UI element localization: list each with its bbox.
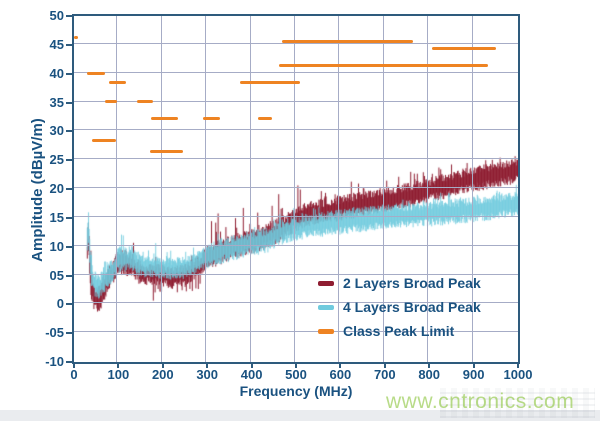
watermark-text: www.cntronics.com [386,390,575,413]
class-peak-limit-segment [109,80,126,84]
y-tick-label: -05 [45,325,64,341]
gridline-horizontal [74,158,518,160]
y-tick-label: 15 [49,209,64,225]
y-axis-tick [66,303,72,306]
x-tick-label: 600 [329,367,352,382]
gridline-horizontal [74,71,518,73]
class-peak-limit-segment [257,116,273,120]
x-axis-tick [117,364,120,368]
x-axis-tick [206,364,209,368]
y-axis-tick [66,15,72,17]
gridline-vertical [116,16,118,362]
gridline-horizontal [74,42,518,44]
y-axis-tick [66,332,72,335]
legend-swatch-2-layers [318,280,334,286]
x-axis-tick [295,364,297,368]
y-axis-tick [66,159,72,162]
x-tick-label: 400 [240,367,263,382]
x-axis-tick [161,364,164,368]
class-peak-limit-segment [91,139,117,143]
y-tick-label: 35 [49,94,64,110]
class-peak-limit-segment [149,150,183,154]
y-tick-label: 05 [49,267,64,283]
legend-label-2-layers: 2 Layers Broad Peak [343,275,481,291]
y-tick-label: 40 [49,65,64,81]
class-peak-limit-segment [150,116,178,120]
y-tick-label: 50 [49,8,64,23]
y-axis-tick [66,130,72,133]
x-axis-tick [517,364,519,368]
x-tick-label: 900 [462,367,485,382]
gridline-vertical [249,16,251,362]
y-tick-label: 10 [49,238,64,254]
class-peak-limit-segment [105,99,118,103]
legend-label-4-layers: 4 Layers Broad Peak [343,299,481,315]
x-tick-label: 100 [107,367,130,382]
x-tick-label: 700 [373,367,396,382]
y-axis-tick [66,274,72,277]
class-peak-limit-segment [202,116,221,120]
x-tick-label: 500 [285,367,307,382]
gridline-horizontal [74,129,518,131]
y-axis-tick [66,216,72,219]
x-tick-label: 800 [418,367,441,382]
gridline-vertical [294,16,295,362]
x-axis-title: Frequency (MHz) [239,383,353,399]
gridline-horizontal [74,215,518,217]
x-axis-tick [73,364,75,368]
gridline-horizontal [74,331,518,333]
class-peak-limit-segment [431,47,496,51]
class-peak-limit-segment [87,72,106,76]
plot-area [72,14,520,364]
class-peak-limit-segment [279,64,488,68]
y-axis-tick [66,245,72,248]
y-tick-label: 45 [49,36,64,52]
gridline-horizontal [74,187,518,188]
gridline-vertical [338,16,340,362]
gridline-vertical [205,16,207,362]
x-tick-label: 300 [196,367,219,382]
x-axis-tick [383,364,386,368]
legend-swatch-class-peak-limit [318,328,334,334]
y-axis-tick [66,43,72,46]
gridline-horizontal [74,302,518,304]
legend-swatch-4-layers [318,304,334,310]
legend-item-4-layers: 4 Layers Broad Peak [318,299,481,315]
x-tick-label: 200 [151,367,174,382]
x-tick-label: 1000 [503,367,533,382]
x-tick-label: 0 [70,367,78,382]
y-axis-tick [66,361,72,363]
class-peak-limit-segment [74,35,78,39]
x-axis-tick [250,364,253,368]
gridline-vertical [160,16,162,362]
legend-item-class-peak-limit: Class Peak Limit [318,323,481,339]
gridline-vertical [471,16,473,362]
bottom-strip [0,410,600,421]
legend-label-class-peak-limit: Class Peak Limit [343,323,455,339]
gridline-vertical [427,16,429,362]
y-tick-label: -10 [45,354,64,369]
y-tick-label: 0 [56,296,64,312]
x-axis-tick [472,364,475,368]
y-tick-label: 20 [49,181,64,196]
x-axis-tick [428,364,431,368]
gridline-horizontal [74,100,518,102]
legend: 2 Layers Broad Peak 4 Layers Broad Peak … [318,275,481,347]
watermark-smudge-icon [440,388,595,418]
gridline-vertical [382,16,384,362]
class-peak-limit-segment [281,40,413,44]
gridline-horizontal [74,273,518,275]
y-axis-tick [66,72,72,75]
y-axis-tick [66,188,72,190]
y-tick-label: 25 [49,152,64,168]
class-peak-limit-segment [137,99,154,103]
gridline-horizontal [74,244,518,246]
y-axis-tick [66,101,72,104]
series-canvas [74,16,518,362]
legend-item-2-layers: 2 Layers Broad Peak [318,275,481,291]
y-tick-label: 30 [49,123,64,139]
x-axis-tick [339,364,342,368]
class-peak-limit-segment [240,80,300,84]
